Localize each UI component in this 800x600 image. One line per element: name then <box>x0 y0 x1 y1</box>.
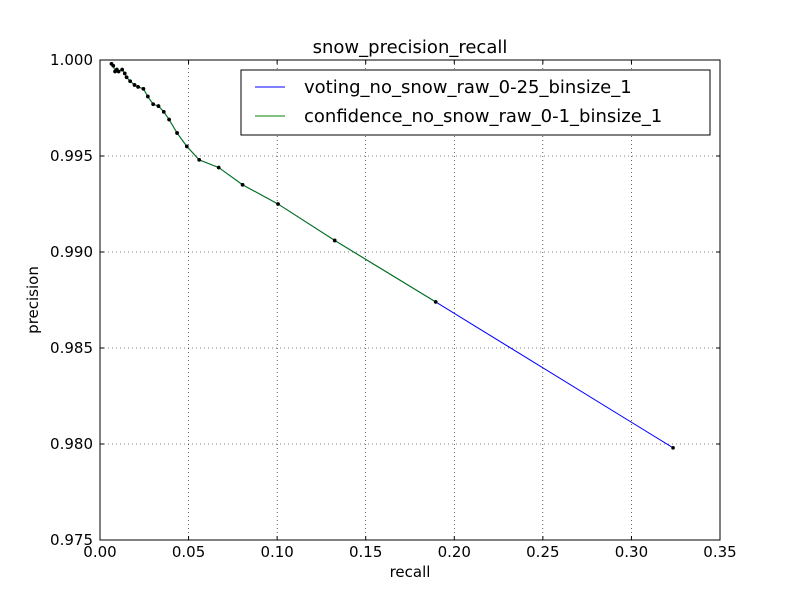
data-point-1 <box>175 131 179 135</box>
legend-label-voting: voting_no_snow_raw_0-25_binsize_1 <box>304 77 632 98</box>
data-point-1 <box>185 144 189 149</box>
x-axis-label: recall <box>390 563 431 581</box>
data-point-1 <box>161 110 166 114</box>
data-point-1 <box>120 67 124 72</box>
x-tick-label: 0.20 <box>438 543 471 561</box>
data-point-1 <box>151 102 155 106</box>
data-point-markers <box>109 62 675 450</box>
data-point-1 <box>132 83 137 87</box>
legend-box <box>240 69 711 136</box>
data-point-1 <box>276 202 280 206</box>
x-tick-label: 0.05 <box>172 543 205 561</box>
grid-lines <box>100 60 720 540</box>
x-tick-label: 0.25 <box>526 543 559 561</box>
axis-ticks: 0.00 0.05 0.10 0.15 0.20 0.25 0.30 0.35 0.975 0.9… <box>50 51 737 561</box>
data-point-0 <box>671 446 675 450</box>
legend: voting_no_snow_raw_0-25_binsize_1 confid… <box>240 69 711 136</box>
y-tick-label: 0.990 <box>50 243 93 261</box>
data-point-1 <box>433 300 438 304</box>
y-tick-label: 0.985 <box>50 339 93 357</box>
legend-label-confidence: confidence_no_snow_raw_0-1_binsize_1 <box>304 106 662 127</box>
y-tick-label: 1.000 <box>50 51 93 69</box>
plot-frame <box>99 59 721 541</box>
x-tick-label: 0.10 <box>260 543 293 561</box>
data-point-1 <box>136 85 140 89</box>
data-point-1 <box>146 94 150 99</box>
data-point-1 <box>156 104 161 108</box>
data-point-1 <box>116 69 121 74</box>
y-axis-label: precision <box>24 266 42 334</box>
x-tick-label: 0.35 <box>703 543 736 561</box>
data-point-1 <box>111 63 116 68</box>
plot-area <box>100 60 720 540</box>
x-tick-label: 0.00 <box>83 543 116 561</box>
y-tick-label: 0.995 <box>50 147 93 165</box>
y-tick-label: 0.975 <box>50 531 93 549</box>
y-tick-label: 0.980 <box>50 435 93 453</box>
data-point-1 <box>167 117 171 122</box>
chart-title: snow_precision_recall <box>313 37 508 58</box>
x-tick-label: 0.30 <box>615 543 648 561</box>
data-point-1 <box>332 238 337 243</box>
x-tick-label: 0.15 <box>349 543 382 561</box>
data-point-1 <box>128 79 132 83</box>
data-point-1 <box>197 158 201 162</box>
data-point-1 <box>124 75 129 80</box>
data-point-1 <box>141 87 146 91</box>
data-point-1 <box>123 71 127 76</box>
data-point-1 <box>240 183 245 187</box>
data-point-1 <box>216 165 221 170</box>
